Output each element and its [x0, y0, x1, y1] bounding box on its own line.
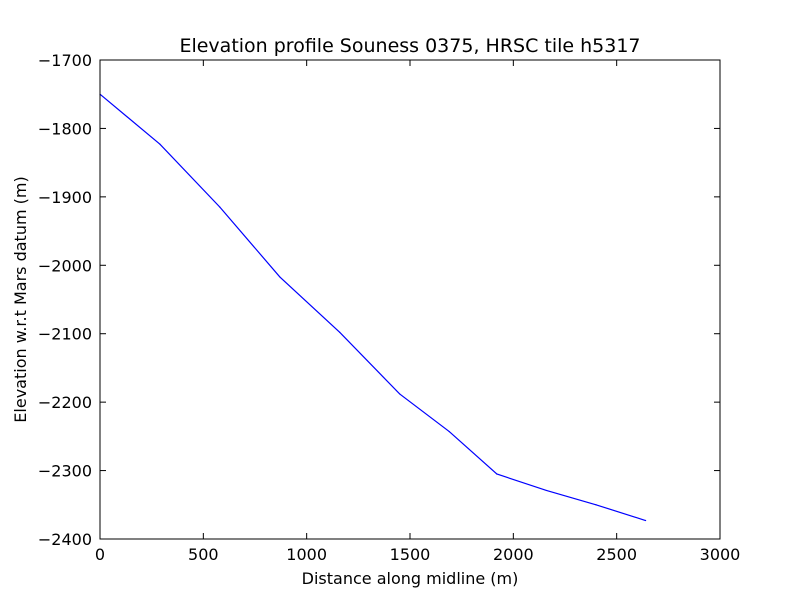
data-point — [448, 430, 450, 433]
y-tick-label: −2300 — [38, 462, 92, 481]
x-axis-label: Distance along midline (m) — [302, 569, 519, 588]
series-layer — [99, 93, 647, 522]
data-point — [595, 504, 597, 506]
y-tick-label: −1700 — [38, 51, 92, 70]
data-point — [496, 473, 498, 475]
data-point — [645, 519, 647, 522]
x-tick-label: 0 — [95, 545, 105, 564]
data-point — [159, 143, 161, 145]
data-point — [219, 206, 221, 208]
x-tick-label: 1500 — [390, 545, 431, 564]
y-tick-label: −2200 — [38, 393, 92, 412]
x-tick-label: 500 — [188, 545, 219, 564]
y-tick-label: −2400 — [38, 530, 92, 549]
y-axis-label: Elevation w.r.t Mars datum (m) — [11, 176, 30, 422]
data-point — [279, 276, 281, 278]
y-tick-label: −1900 — [38, 188, 92, 207]
plot-frame — [99, 59, 721, 540]
x-tick-label: 1000 — [286, 545, 327, 564]
data-point — [339, 331, 341, 333]
data-point — [399, 393, 401, 395]
x-tick-label: 3000 — [700, 545, 741, 564]
y-tick-label: −1800 — [38, 119, 92, 138]
x-tick-label: 2500 — [596, 545, 637, 564]
x-tick-label: 2000 — [493, 545, 534, 564]
data-point — [545, 489, 548, 492]
y-tick-label: −2000 — [38, 256, 92, 275]
tick-layer: 0 500 1000 1500 2000 2500 3000 −1700 −1800 −1900 −… — [38, 51, 740, 564]
chart-title: Elevation profile Souness 0375, HRSC til… — [179, 35, 640, 57]
y-tick-label: −2100 — [38, 325, 92, 344]
